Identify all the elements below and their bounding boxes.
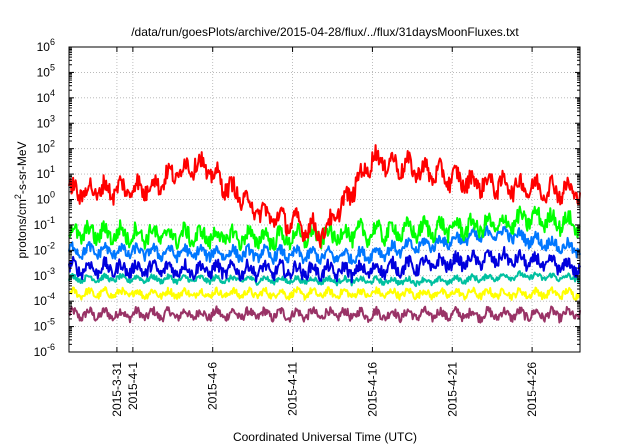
- y-tick-exponent: 5: [50, 62, 55, 72]
- x-axis-ticks: 2015-3-31 2015-4-1 2015-4-6 2015-4-11 2015-4…: [110, 47, 539, 417]
- y-tick-base: 10: [37, 193, 51, 207]
- y-tick-label: 10-5: [34, 317, 55, 334]
- y-tick-base: 10: [37, 91, 51, 105]
- y-tick-base: 10: [37, 40, 51, 54]
- y-tick-label: 10-4: [34, 291, 55, 308]
- y-tick-base: 10: [37, 65, 51, 79]
- y-tick-base: 10: [37, 167, 51, 181]
- x-axis-label: Coordinated Universal Time (UTC): [233, 430, 417, 444]
- x-tick-label: 2015-4-26: [525, 362, 539, 417]
- y-tick-label: 104: [37, 88, 55, 105]
- y-tick-label: 105: [37, 62, 55, 79]
- y-axis-ticks: 10-610-510-410-310-210-11001011021031041…: [34, 37, 580, 359]
- y-tick-exponent: 1: [50, 164, 55, 174]
- y-tick-label: 10-6: [34, 342, 55, 359]
- y-tick-base: 10: [34, 218, 48, 232]
- y-tick-label: 10-3: [34, 266, 55, 283]
- y-tick-label: 103: [37, 113, 55, 130]
- x-tick-label: 2015-4-6: [206, 362, 220, 410]
- y-axis-label-post: -s-sr-MeV: [15, 141, 29, 194]
- y-tick-base: 10: [34, 345, 48, 359]
- x-tick-label: 2015-4-16: [365, 362, 379, 417]
- y-tick-exponent: 0: [50, 190, 55, 200]
- y-tick-exponent: 3: [50, 113, 55, 123]
- y-tick-exponent: -4: [47, 291, 55, 301]
- y-tick-exponent: -5: [47, 317, 55, 327]
- y-tick-label: 10-2: [34, 240, 55, 257]
- series-line-3: [68, 225, 581, 265]
- y-tick-base: 10: [37, 116, 51, 130]
- y-tick-base: 10: [37, 142, 51, 156]
- series-line-4: [68, 246, 581, 284]
- y-tick-base: 10: [34, 269, 48, 283]
- y-tick-base: 10: [34, 294, 48, 308]
- y-tick-label: 10-1: [34, 215, 55, 232]
- x-tick-label: 2015-4-1: [126, 362, 140, 410]
- x-tick-label: 2015-4-11: [286, 362, 300, 416]
- y-axis-label-pre: protons/cm: [15, 199, 29, 258]
- y-tick-exponent: 4: [50, 88, 55, 98]
- y-tick-exponent: 6: [50, 37, 55, 47]
- series-line-1: [68, 144, 581, 249]
- y-tick-label: 101: [37, 164, 55, 181]
- series-line-2: [68, 205, 581, 252]
- series-group: [68, 144, 581, 324]
- y-tick-exponent: -3: [47, 266, 55, 276]
- x-tick-label: 2015-4-21: [445, 362, 459, 417]
- y-axis-label: protons/cm2-s-sr-MeV: [13, 141, 29, 258]
- x-tick-label: 2015-3-31: [110, 362, 124, 417]
- chart-title: /data/run/goesPlots/archive/2015-04-28/f…: [131, 25, 519, 39]
- y-tick-exponent: -2: [47, 240, 55, 250]
- y-tick-base: 10: [34, 243, 48, 257]
- series-line-7: [68, 305, 581, 324]
- y-tick-label: 106: [37, 37, 55, 54]
- y-tick-exponent: -1: [47, 215, 55, 225]
- y-tick-exponent: -6: [47, 342, 55, 352]
- y-tick-base: 10: [34, 320, 48, 334]
- y-tick-label: 100: [37, 190, 55, 207]
- y-tick-label: 102: [37, 139, 55, 156]
- y-axis-label-sup: 2: [13, 194, 23, 199]
- series-line-6: [68, 286, 581, 301]
- series-line-5: [68, 270, 581, 288]
- y-tick-exponent: 2: [50, 139, 55, 149]
